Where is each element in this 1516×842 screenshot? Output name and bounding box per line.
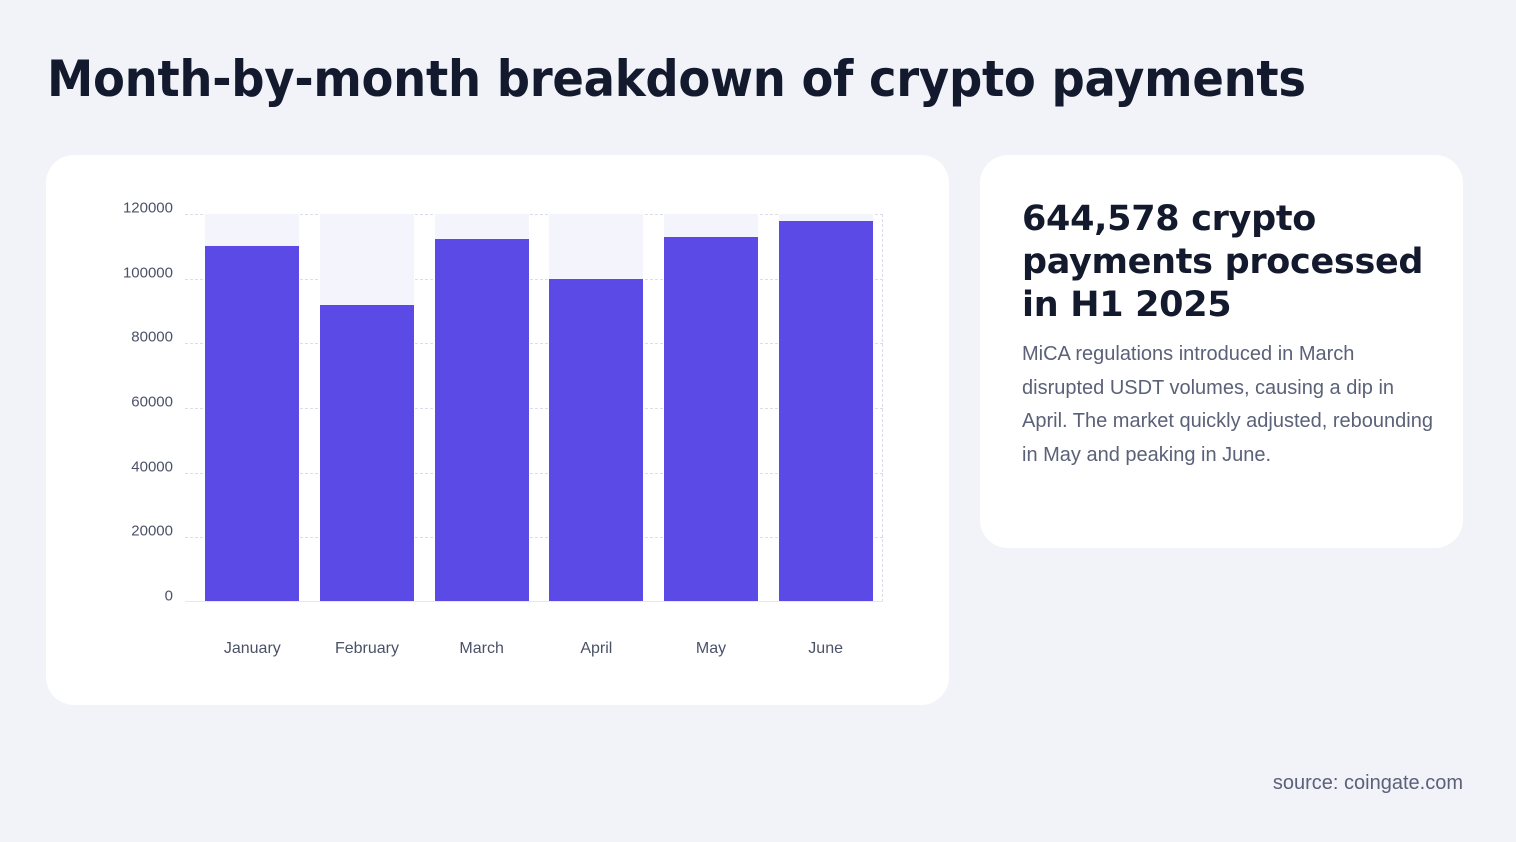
plot-right-border xyxy=(882,214,883,602)
summary-card xyxy=(980,155,1463,548)
bar-april[interactable] xyxy=(549,279,644,602)
gridline xyxy=(185,278,883,280)
bar-chart-plot xyxy=(185,214,883,602)
summary-description: MiCA regulations introduced in March dis… xyxy=(1022,343,1433,466)
gridline xyxy=(185,214,883,215)
source-credit: source: coingate.com xyxy=(1272,772,1463,794)
y-tick-label: 0 xyxy=(164,587,173,605)
y-tick-label: 80000 xyxy=(131,328,173,346)
x-tick-label: January xyxy=(223,640,281,657)
gridline xyxy=(185,537,883,539)
bar-february[interactable] xyxy=(320,304,414,602)
summary-headline: 644,578 crypto payments processed in H1 … xyxy=(1022,199,1424,325)
x-tick-label: June xyxy=(808,640,843,657)
bar-june[interactable] xyxy=(778,221,873,602)
y-tick-label: 20000 xyxy=(131,522,173,540)
page-title: Month-by-month breakdown of crypto payme… xyxy=(47,50,1306,108)
bar-january[interactable] xyxy=(205,245,300,602)
bar-may[interactable] xyxy=(664,237,758,602)
x-tick-label: May xyxy=(695,640,727,657)
gridline xyxy=(185,472,883,474)
y-tick-label: 120000 xyxy=(122,199,173,217)
x-axis-baseline xyxy=(185,601,883,602)
bar-march[interactable] xyxy=(434,239,529,602)
x-tick-label: March xyxy=(459,640,504,657)
gridline xyxy=(185,408,883,409)
y-tick-label: 40000 xyxy=(131,458,173,476)
y-tick-label: 60000 xyxy=(131,393,173,411)
gridline xyxy=(185,343,883,345)
y-tick-label: 100000 xyxy=(122,264,173,282)
x-tick-label: February xyxy=(334,640,400,657)
x-tick-label: April xyxy=(580,640,613,657)
